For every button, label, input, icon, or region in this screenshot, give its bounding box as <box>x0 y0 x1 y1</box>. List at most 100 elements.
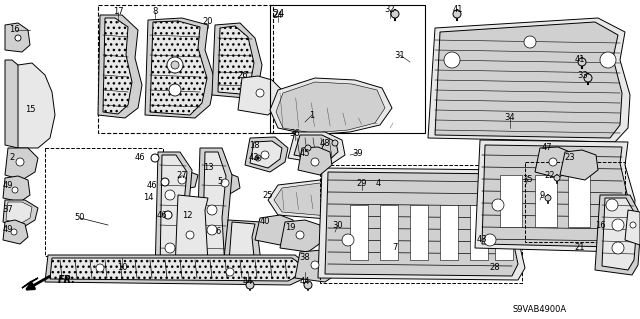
Text: 28: 28 <box>490 263 500 272</box>
Bar <box>270 5 425 133</box>
Circle shape <box>600 52 616 68</box>
Circle shape <box>524 36 536 48</box>
Text: 42: 42 <box>249 152 259 161</box>
Polygon shape <box>50 258 302 281</box>
Polygon shape <box>3 220 28 244</box>
Polygon shape <box>45 255 308 285</box>
Text: 44: 44 <box>243 278 253 286</box>
Text: 14: 14 <box>143 194 153 203</box>
Polygon shape <box>202 152 226 278</box>
Text: 16: 16 <box>595 220 605 229</box>
Text: 26: 26 <box>237 70 248 79</box>
Text: 12: 12 <box>182 211 192 219</box>
Polygon shape <box>602 198 636 270</box>
Polygon shape <box>560 150 598 180</box>
Ellipse shape <box>550 68 570 108</box>
Bar <box>45 148 163 256</box>
Circle shape <box>296 231 304 239</box>
Text: 39: 39 <box>353 149 364 158</box>
Circle shape <box>161 178 169 186</box>
Circle shape <box>612 242 624 254</box>
Polygon shape <box>175 195 208 273</box>
Text: 49: 49 <box>3 181 13 189</box>
Text: 50: 50 <box>75 213 85 222</box>
Polygon shape <box>475 140 635 252</box>
Bar <box>410 205 428 260</box>
Text: 2: 2 <box>10 153 15 162</box>
Text: 8: 8 <box>152 8 157 17</box>
Text: 37: 37 <box>3 205 13 214</box>
Circle shape <box>304 281 312 289</box>
Circle shape <box>584 74 592 82</box>
Polygon shape <box>228 222 255 278</box>
Circle shape <box>171 61 179 69</box>
Circle shape <box>207 225 217 235</box>
Ellipse shape <box>445 68 465 108</box>
Text: S9VAB4900A: S9VAB4900A <box>513 306 567 315</box>
Circle shape <box>167 57 183 73</box>
Text: 6: 6 <box>215 227 221 236</box>
Polygon shape <box>595 195 640 275</box>
Polygon shape <box>210 173 240 195</box>
Circle shape <box>256 89 264 97</box>
Text: 43: 43 <box>477 235 487 244</box>
Text: 20: 20 <box>203 18 213 26</box>
Circle shape <box>165 190 175 200</box>
Circle shape <box>332 140 338 146</box>
Polygon shape <box>318 168 525 280</box>
Polygon shape <box>98 15 142 118</box>
Circle shape <box>165 243 175 253</box>
Polygon shape <box>482 145 628 247</box>
Polygon shape <box>5 23 30 52</box>
Bar <box>470 205 488 260</box>
Circle shape <box>257 157 259 160</box>
Text: 25: 25 <box>263 190 273 199</box>
Text: 48: 48 <box>320 138 330 147</box>
Circle shape <box>549 158 557 166</box>
Circle shape <box>444 52 460 68</box>
Polygon shape <box>218 26 254 94</box>
Bar <box>380 205 398 260</box>
Polygon shape <box>150 21 207 115</box>
Polygon shape <box>5 148 38 180</box>
Text: 21: 21 <box>575 243 585 253</box>
Text: 33: 33 <box>578 70 588 79</box>
Circle shape <box>612 219 624 231</box>
Text: 35: 35 <box>523 175 533 184</box>
Circle shape <box>11 229 17 235</box>
Text: 31: 31 <box>395 50 405 60</box>
Text: 18: 18 <box>249 140 259 150</box>
Polygon shape <box>428 18 630 142</box>
Circle shape <box>342 234 354 246</box>
Circle shape <box>311 261 319 269</box>
Polygon shape <box>295 250 340 282</box>
Bar <box>350 205 368 260</box>
Circle shape <box>554 175 560 181</box>
Polygon shape <box>255 215 295 245</box>
Polygon shape <box>535 147 572 178</box>
Text: 30: 30 <box>333 220 343 229</box>
Polygon shape <box>155 152 192 278</box>
Text: 24: 24 <box>273 11 284 19</box>
Text: 40: 40 <box>260 218 270 226</box>
Polygon shape <box>3 200 38 228</box>
Circle shape <box>453 10 461 18</box>
Circle shape <box>492 199 504 211</box>
Polygon shape <box>145 18 215 118</box>
Circle shape <box>221 179 229 187</box>
Text: 41: 41 <box>452 5 463 14</box>
Text: 44: 44 <box>300 278 310 286</box>
Text: 7: 7 <box>392 243 397 253</box>
Polygon shape <box>625 210 640 245</box>
Ellipse shape <box>515 68 535 108</box>
Circle shape <box>630 222 636 228</box>
Circle shape <box>169 84 181 96</box>
Circle shape <box>545 195 551 201</box>
Circle shape <box>606 199 618 211</box>
Text: 23: 23 <box>564 153 575 162</box>
Circle shape <box>226 268 234 276</box>
Text: 34: 34 <box>505 114 515 122</box>
Circle shape <box>186 231 194 239</box>
Polygon shape <box>268 180 420 220</box>
Polygon shape <box>196 148 232 283</box>
